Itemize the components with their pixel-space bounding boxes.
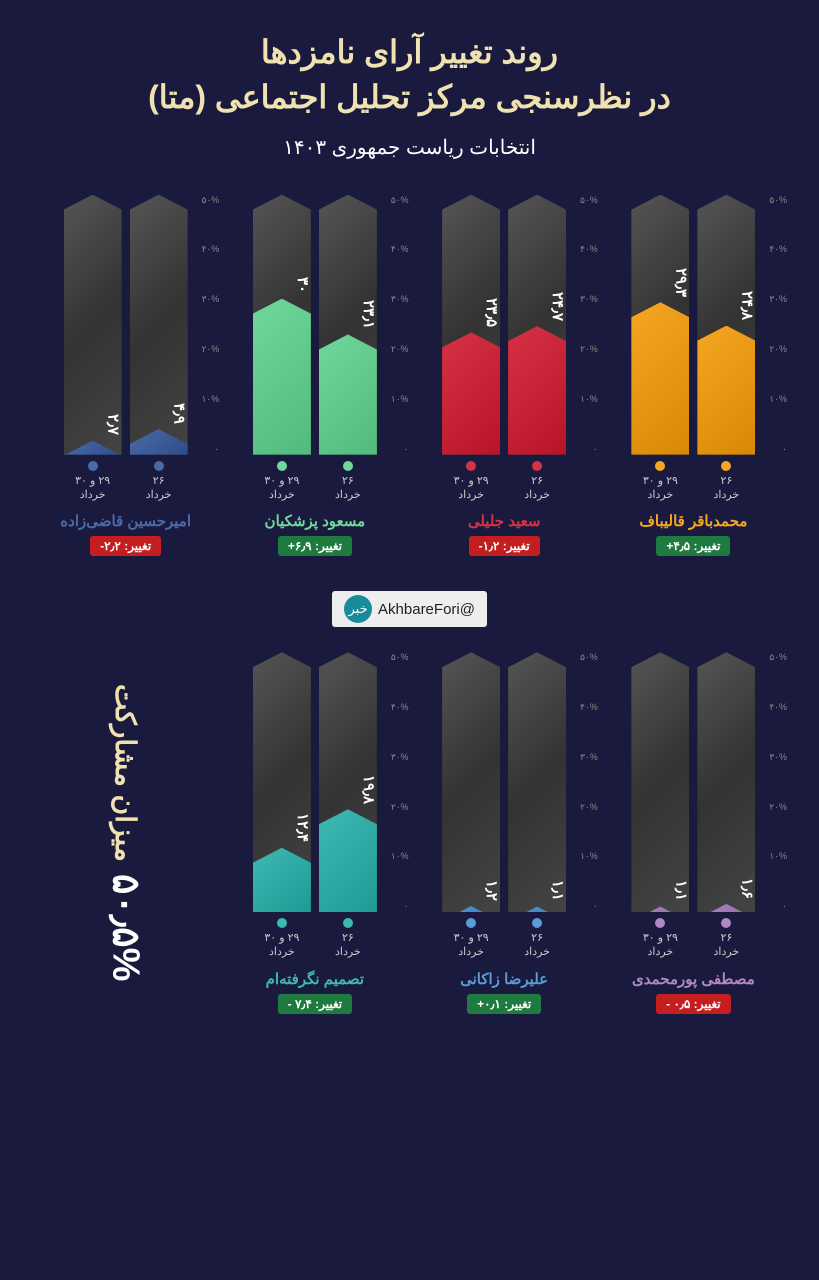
chart-row-2: ۵۰%۴۰%۳۰%۲۰%۱۰%۰ ۱٫۶ ۱٫۱ ۲۶خرداد ۲۹ و ۳۰… [40,652,779,1014]
x-axis-label: ۲۹ و ۳۰خرداد [442,461,500,503]
header: روند تغییر آرای نامزدها در نظرسنجی مرکز … [0,0,819,175]
bar: ۲٫۷ [64,195,122,455]
change-badge: تغییر: ۰٫۵ - [656,994,730,1014]
candidate-name: تصمیم نگرفته‌ام [266,970,364,988]
change-badge: تغییر: ۲٫۲- [90,536,161,556]
bar: ۱٫۶ [697,652,755,912]
candidate-name: سعید جلیلی [468,512,541,530]
title-line-1: روند تغییر آرای نامزدها [20,30,799,75]
x-axis-label: ۲۹ و ۳۰خرداد [442,918,500,960]
bar: ۱۲٫۴ [253,652,311,912]
x-axis-label: ۲۶خرداد [508,918,566,960]
y-axis: ۵۰%۴۰%۳۰%۲۰%۱۰%۰ [391,652,409,912]
x-axis-label: ۲۹ و ۳۰خرداد [253,461,311,503]
x-axis-label: ۲۶خرداد [319,918,377,960]
candidate-name: علیرضا زاکانی [460,970,548,988]
x-axis-label: ۲۶خرداد [508,461,566,503]
bar: ۱٫۲ [442,652,500,912]
bar: ۱۹٫۸ [319,652,377,912]
change-badge: تغییر: ۷٫۴ - [278,994,352,1014]
candidate-name: مصطفی پورمحمدی [632,970,755,988]
bar: ۴٫۹ [130,195,188,455]
candidate-name: محمدباقر قالیباف [639,512,747,530]
participation-label: میزان مشارکت [109,684,142,862]
candidate-name: مسعود پزشکیان [265,512,366,530]
change-badge: تغییر: ۱٫۲- [469,536,540,556]
bar: ۱٫۱ [508,652,566,912]
y-axis: ۵۰%۴۰%۳۰%۲۰%۱۰%۰ [580,652,598,912]
x-axis-label: ۲۹ و ۳۰خرداد [631,918,689,960]
y-axis: ۵۰%۴۰%۳۰%۲۰%۱۰%۰ [580,195,598,455]
x-axis-label: ۲۹ و ۳۰خرداد [631,461,689,503]
change-badge: تغییر: ۴٫۵+ [656,536,730,556]
x-axis-label: ۲۶خرداد [319,461,377,503]
title-line-2: در نظرسنجی مرکز تحلیل اجتماعی (متا) [20,75,799,120]
chart-row-1: ۵۰%۴۰%۳۰%۲۰%۱۰%۰ ۲۴٫۸ ۲۹٫۳ ۲۶خرداد ۲۹ و … [40,195,779,557]
candidate-name: امیرحسین قاضی‌زاده [60,512,191,530]
change-badge: تغییر: ۶٫۹+ [278,536,352,556]
y-axis: ۵۰%۴۰%۳۰%۲۰%۱۰%۰ [391,195,409,455]
handle-text: @AkhbareFori [378,601,475,618]
candidate-chart: ۵۰%۴۰%۳۰%۲۰%۱۰%۰ ۱۹٫۸ ۱۲٫۴ ۲۶خرداد ۲۹ و … [229,652,400,1014]
y-axis: ۵۰%۴۰%۳۰%۲۰%۱۰%۰ [202,195,220,455]
bar: ۲۳٫۵ [442,195,500,455]
bar: ۲۳٫۱ [319,195,377,455]
participation-panel: میزان مشارکت ۵۰٫۵% [40,652,211,1014]
candidate-chart: ۵۰%۴۰%۳۰%۲۰%۱۰%۰ ۱٫۶ ۱٫۱ ۲۶خرداد ۲۹ و ۳۰… [608,652,779,1014]
candidate-chart: ۵۰%۴۰%۳۰%۲۰%۱۰%۰ ۲۴٫۷ ۲۳٫۵ ۲۶خرداد ۲۹ و … [419,195,590,557]
bar: ۳۰ [253,195,311,455]
x-axis-label: ۲۹ و ۳۰خرداد [64,461,122,503]
change-badge: تغییر: ۰٫۱+ [467,994,541,1014]
y-axis: ۵۰%۴۰%۳۰%۲۰%۱۰%۰ [769,652,787,912]
y-axis: ۵۰%۴۰%۳۰%۲۰%۱۰%۰ [769,195,787,455]
x-axis-label: ۲۶خرداد [130,461,188,503]
participation-value: ۵۰٫۵% [104,874,148,981]
charts-grid: ۵۰%۴۰%۳۰%۲۰%۱۰%۰ ۲۴٫۸ ۲۹٫۳ ۲۶خرداد ۲۹ و … [0,175,819,1034]
source-logo-icon: خبر [344,595,372,623]
bar: ۲۴٫۷ [508,195,566,455]
x-axis-label: ۲۶خرداد [697,461,755,503]
candidate-chart: ۵۰%۴۰%۳۰%۲۰%۱۰%۰ ۴٫۹ ۲٫۷ ۲۶خرداد ۲۹ و ۳۰… [40,195,211,557]
bar: ۲۴٫۸ [697,195,755,455]
bar: ۱٫۱ [631,652,689,912]
bar: ۲۹٫۳ [631,195,689,455]
x-axis-label: ۲۹ و ۳۰خرداد [253,918,311,960]
source-handle: @AkhbareFori خبر [332,591,487,627]
candidate-chart: ۵۰%۴۰%۳۰%۲۰%۱۰%۰ ۱٫۱ ۱٫۲ ۲۶خرداد ۲۹ و ۳۰… [419,652,590,1014]
handle-row: @AkhbareFori خبر [40,581,779,627]
x-axis-label: ۲۶خرداد [697,918,755,960]
candidate-chart: ۵۰%۴۰%۳۰%۲۰%۱۰%۰ ۲۳٫۱ ۳۰ ۲۶خرداد ۲۹ و ۳۰… [229,195,400,557]
candidate-chart: ۵۰%۴۰%۳۰%۲۰%۱۰%۰ ۲۴٫۸ ۲۹٫۳ ۲۶خرداد ۲۹ و … [608,195,779,557]
subtitle: انتخابات ریاست جمهوری ۱۴۰۳ [20,135,799,160]
